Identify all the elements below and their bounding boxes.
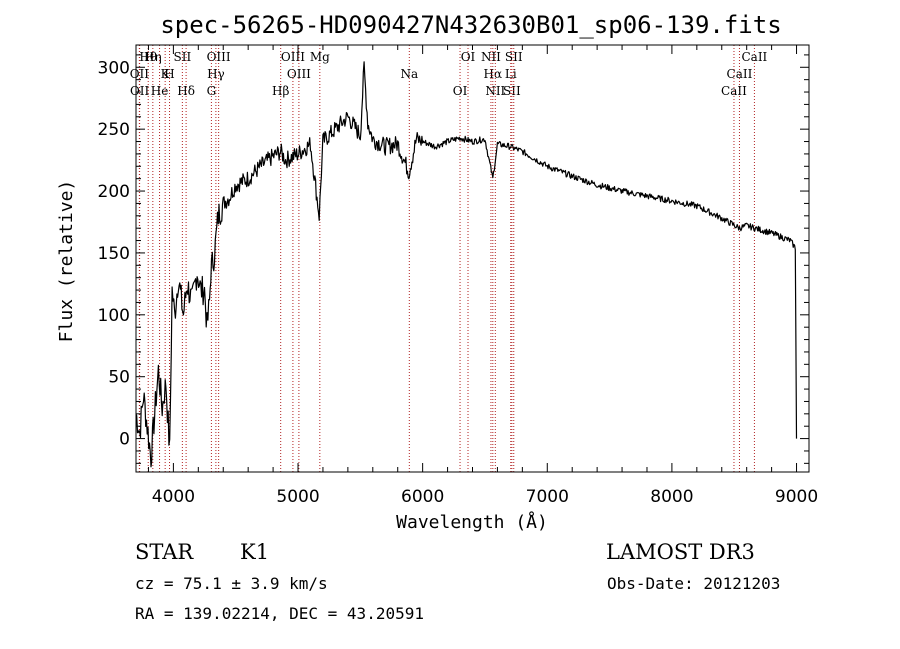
x-tick-label: 6000 bbox=[401, 487, 444, 507]
spectral-line-label: G bbox=[207, 84, 217, 98]
spectral-line-label: Hη bbox=[144, 50, 162, 64]
y-tick-label: 300 bbox=[98, 58, 130, 78]
x-tick-label: 8000 bbox=[650, 487, 693, 507]
y-axis: 0 50 100 150 200 250 300 bbox=[98, 54, 809, 464]
y-tick-label: 100 bbox=[98, 306, 130, 326]
y-tick-label: 200 bbox=[98, 182, 130, 202]
redshift-text: cz = 75.1 ± 3.9 km/s bbox=[135, 574, 328, 593]
spectral-line-label: NII bbox=[481, 50, 501, 64]
spectral-line-label: Na bbox=[400, 67, 418, 81]
spectral-line-label: CaII bbox=[727, 67, 753, 81]
spectral-line-label: OIII bbox=[287, 67, 311, 81]
spectral-line-label: Hδ bbox=[177, 84, 195, 98]
plot-frame bbox=[135, 44, 810, 473]
x-axis-label: Wavelength (Å) bbox=[396, 511, 548, 533]
spectral-line-label: Hγ bbox=[207, 67, 225, 81]
y-axis-label: Flux (relative) bbox=[56, 180, 77, 343]
observation-date: Obs-Date: 20121203 bbox=[607, 574, 780, 593]
spectral-line-label: CaII bbox=[741, 50, 767, 64]
spectral-line-label: SII bbox=[503, 84, 521, 98]
spectral-line-label: Li bbox=[505, 67, 517, 81]
spectral-line-label: H bbox=[164, 67, 174, 81]
object-subclass: K1 bbox=[240, 540, 269, 564]
spectral-line-label: Mg bbox=[310, 50, 330, 64]
spectral-line-label: OII bbox=[130, 84, 150, 98]
coordinates-text: RA = 139.02214, DEC = 43.20591 bbox=[135, 604, 424, 623]
y-tick-label: 50 bbox=[108, 368, 130, 388]
spectral-line-label: Hα bbox=[484, 67, 503, 81]
spectral-line-label: OI bbox=[453, 84, 468, 98]
survey-name: LAMOST DR3 bbox=[606, 540, 755, 564]
spectrum-line bbox=[135, 61, 798, 468]
spectral-line-label: He bbox=[151, 84, 169, 98]
spectral-line-label: K bbox=[161, 67, 171, 81]
spectral-line-label: OI bbox=[461, 50, 476, 64]
spectral-line-label: Hβ bbox=[272, 84, 289, 98]
x-tick-label: 7000 bbox=[526, 487, 569, 507]
x-tick-label: 5000 bbox=[276, 487, 319, 507]
spectral-line-label: CaII bbox=[721, 84, 747, 98]
x-tick-label: 9000 bbox=[775, 487, 818, 507]
spectral-line-label: SII bbox=[505, 50, 523, 64]
spectral-line-label: OIII bbox=[207, 50, 231, 64]
chart-title: spec-56265-HD090427N432630B01_sp06-139.f… bbox=[160, 11, 781, 39]
y-tick-label: 150 bbox=[98, 244, 130, 264]
series-layer bbox=[135, 61, 798, 468]
spectral-line-label: OIII bbox=[281, 50, 305, 64]
x-axis: 4000 5000 6000 7000 8000 9000 bbox=[147, 45, 818, 507]
x-tick-label: 4000 bbox=[152, 487, 195, 507]
object-class: STAR bbox=[135, 540, 194, 564]
y-tick-label: 250 bbox=[98, 120, 130, 140]
spectral-lines-layer: HθOIIOIIHηKHeSIIHHδOIIIHγGOIIIOIIIHβMgNa… bbox=[130, 45, 768, 472]
spectral-line-label: SII bbox=[174, 50, 192, 64]
spectral-line-label: OII bbox=[130, 67, 150, 81]
spectral-line-label: NII bbox=[485, 84, 505, 98]
y-tick-label: 0 bbox=[119, 430, 130, 450]
